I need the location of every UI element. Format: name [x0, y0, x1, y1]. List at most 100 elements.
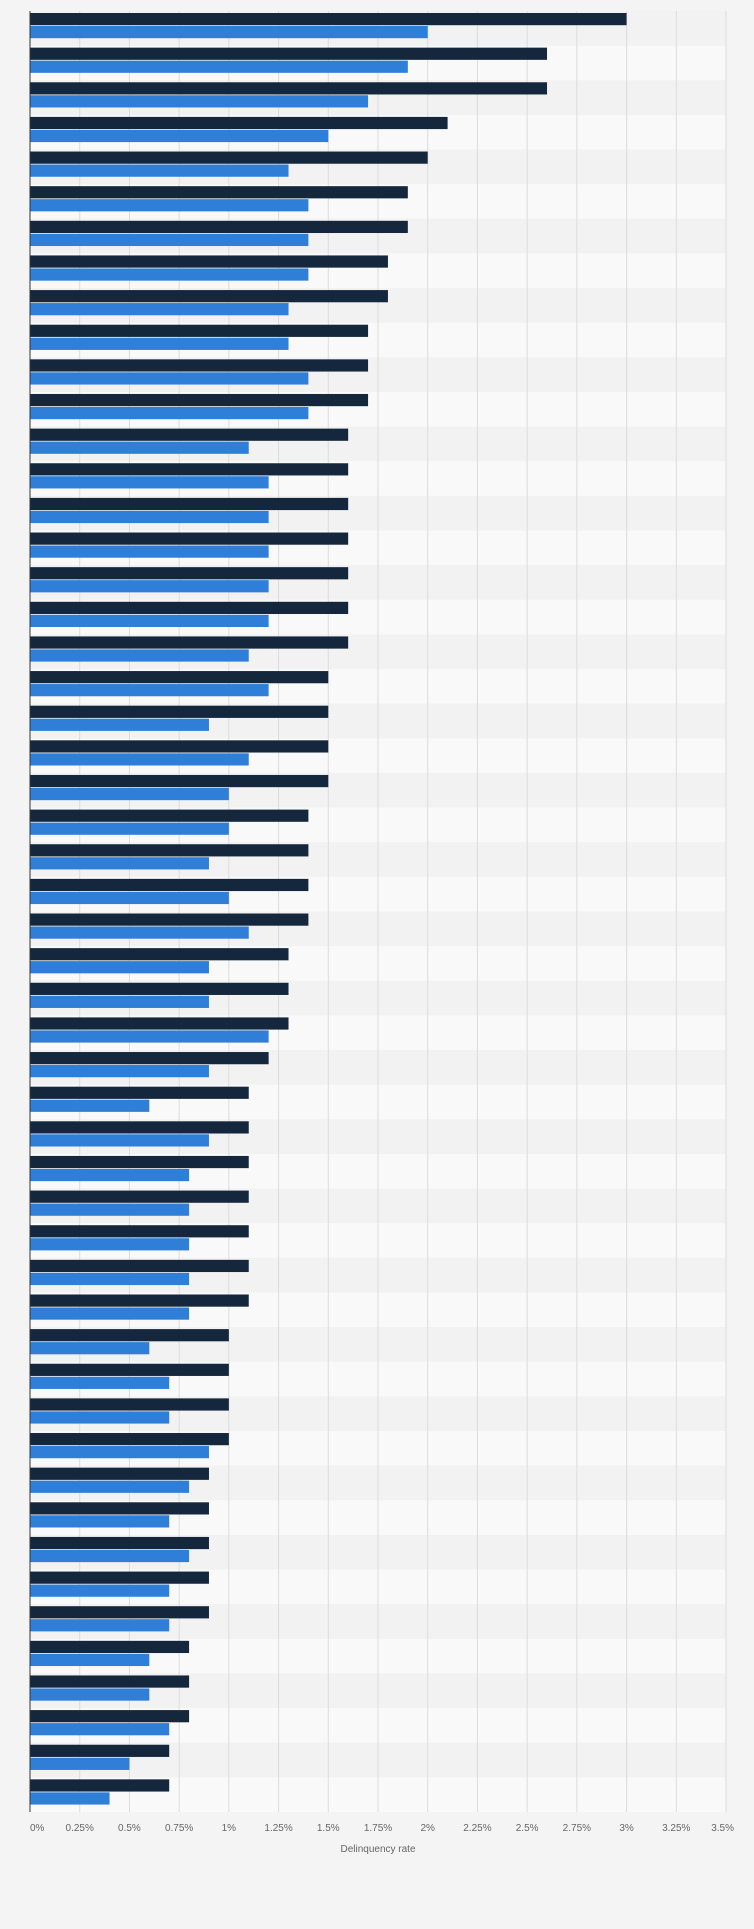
x-tick-label: 3.5% — [711, 1823, 734, 1834]
bar-series-2 — [30, 303, 289, 316]
x-tick-label: 1.25% — [264, 1823, 292, 1834]
bar-series-1 — [30, 359, 369, 372]
bar-series-1 — [30, 567, 349, 580]
x-tick-label: 2.75% — [563, 1823, 591, 1834]
x-tick-label: 1.5% — [317, 1823, 340, 1834]
x-tick-label: 1% — [222, 1823, 237, 1834]
x-tick-label: 1.75% — [364, 1823, 392, 1834]
bar-series-1 — [30, 1744, 170, 1757]
bar-series-1 — [30, 497, 349, 511]
x-tick-label: 0.25% — [66, 1823, 94, 1834]
bar-series-1 — [30, 913, 309, 926]
bar-series-1 — [30, 1086, 249, 1099]
bar-series-2 — [30, 1515, 170, 1528]
bar-series-1 — [30, 809, 309, 822]
bar-series-2 — [30, 1549, 190, 1563]
bar-series-1 — [30, 1640, 190, 1654]
bar-series-1 — [30, 1155, 249, 1169]
bar-series-2 — [30, 1411, 170, 1424]
bar-series-1 — [30, 601, 349, 614]
bar-series-2 — [30, 441, 249, 454]
bar-series-1 — [30, 1190, 249, 1203]
bar-series-2 — [30, 753, 249, 766]
bar-series-1 — [30, 1710, 190, 1723]
bar-series-1 — [30, 1225, 249, 1238]
bar-series-1 — [30, 1779, 170, 1792]
bar-series-1 — [30, 463, 349, 476]
bar-series-2 — [30, 1792, 110, 1805]
bar-series-1 — [30, 82, 548, 95]
bar-series-1 — [30, 186, 408, 199]
bar-series-1 — [30, 740, 329, 753]
bar-series-2 — [30, 926, 249, 939]
bars — [30, 13, 627, 1805]
bar-series-2 — [30, 129, 329, 143]
bar-series-2 — [30, 1238, 190, 1251]
bar-series-2 — [30, 199, 309, 212]
bar-series-2 — [30, 580, 269, 593]
bar-series-2 — [30, 822, 229, 835]
bar-series-1 — [30, 878, 309, 892]
x-tick-label: 2% — [420, 1823, 435, 1834]
x-axis-title: Delinquency rate — [340, 1844, 415, 1855]
bar-series-1 — [30, 1121, 249, 1134]
x-tick-label: 3% — [619, 1823, 634, 1834]
bar-series-2 — [30, 337, 289, 350]
bar-series-2 — [30, 406, 309, 420]
x-tick-label: 0.75% — [165, 1823, 193, 1834]
x-tick-label: 0.5% — [118, 1823, 141, 1834]
bar-series-2 — [30, 1376, 170, 1389]
bar-series-1 — [30, 1502, 209, 1515]
bar-series-1 — [30, 1467, 209, 1480]
bar-series-1 — [30, 1363, 229, 1376]
bar-series-1 — [30, 1398, 229, 1411]
bar-series-2 — [30, 1065, 209, 1078]
bar-series-1 — [30, 1329, 229, 1342]
bar-series-1 — [30, 948, 289, 961]
bar-series-1 — [30, 1606, 209, 1619]
bar-series-1 — [30, 774, 329, 788]
bar-series-2 — [30, 1688, 150, 1701]
bar-series-1 — [30, 1017, 289, 1030]
bar-series-1 — [30, 532, 349, 545]
bar-series-1 — [30, 1675, 190, 1688]
bar-series-2 — [30, 372, 309, 385]
bar-series-2 — [30, 1203, 190, 1216]
bar-series-2 — [30, 1134, 209, 1147]
bar-series-1 — [30, 393, 369, 407]
bar-series-2 — [30, 1619, 170, 1632]
bar-series-2 — [30, 268, 309, 281]
bar-series-2 — [30, 614, 269, 627]
bar-series-1 — [30, 116, 448, 130]
bar-series-2 — [30, 1099, 150, 1112]
x-tick-label: 2.25% — [463, 1823, 491, 1834]
bar-series-1 — [30, 290, 388, 303]
bar-series-2 — [30, 891, 229, 905]
bar-series-1 — [30, 1294, 249, 1307]
bar-series-2 — [30, 995, 209, 1008]
bar-series-2 — [30, 1168, 190, 1182]
bar-series-2 — [30, 476, 269, 489]
bar-series-1 — [30, 428, 349, 441]
x-tick-label: 0% — [30, 1823, 45, 1834]
bar-series-2 — [30, 649, 249, 662]
bar-series-2 — [30, 1272, 190, 1286]
bar-series-1 — [30, 13, 627, 26]
bar-series-1 — [30, 220, 408, 234]
bar-series-2 — [30, 26, 428, 39]
bar-series-2 — [30, 787, 229, 801]
bar-series-2 — [30, 961, 209, 974]
bar-series-1 — [30, 47, 548, 60]
bar-series-1 — [30, 255, 388, 268]
bar-series-1 — [30, 982, 289, 995]
bar-series-2 — [30, 1584, 170, 1597]
bar-series-1 — [30, 1571, 209, 1584]
bar-series-2 — [30, 510, 269, 524]
bar-series-1 — [30, 1259, 249, 1273]
bar-series-2 — [30, 545, 269, 558]
bar-series-1 — [30, 324, 369, 337]
bar-series-2 — [30, 95, 369, 108]
bar-series-2 — [30, 1446, 209, 1459]
bar-series-1 — [30, 844, 309, 857]
